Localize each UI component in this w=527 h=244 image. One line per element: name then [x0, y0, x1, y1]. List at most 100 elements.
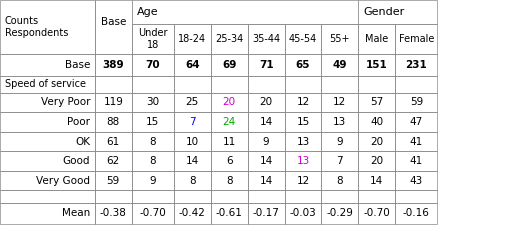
Bar	[395, 93, 437, 112]
Bar	[395, 112, 437, 132]
Text: 45-54: 45-54	[289, 34, 317, 44]
Bar	[211, 171, 248, 190]
Bar	[174, 76, 211, 93]
Bar	[0, 93, 95, 112]
Bar	[395, 203, 437, 224]
Text: Female: Female	[398, 34, 434, 44]
Bar	[132, 112, 174, 132]
Text: Good: Good	[63, 156, 90, 166]
Text: 41: 41	[409, 137, 423, 146]
Bar	[285, 93, 321, 112]
Bar	[358, 24, 395, 54]
Bar	[248, 76, 285, 93]
Text: Speed of service: Speed of service	[5, 79, 86, 89]
Bar	[0, 54, 95, 76]
Bar	[95, 0, 132, 54]
Bar	[174, 112, 211, 132]
Bar	[248, 203, 285, 224]
Bar	[285, 203, 321, 224]
Bar	[211, 171, 248, 190]
Bar	[285, 24, 321, 54]
Text: Very Good: Very Good	[36, 176, 90, 185]
Bar	[174, 203, 211, 224]
Text: Poor: Poor	[67, 117, 90, 127]
Bar	[321, 93, 358, 112]
Bar	[211, 151, 248, 171]
Bar	[132, 151, 174, 171]
Text: 64: 64	[185, 60, 200, 70]
Bar	[174, 76, 211, 93]
Bar	[174, 54, 211, 76]
Bar	[95, 93, 132, 112]
Bar	[285, 151, 321, 171]
Text: 13: 13	[333, 117, 347, 127]
Bar	[0, 76, 95, 93]
Bar	[358, 54, 395, 76]
Bar	[174, 190, 211, 203]
Bar	[285, 171, 321, 190]
Text: 14: 14	[186, 156, 199, 166]
Text: 8: 8	[150, 156, 156, 166]
Bar	[248, 54, 285, 76]
Bar	[358, 0, 437, 24]
Bar	[395, 54, 437, 76]
Bar	[211, 93, 248, 112]
Text: 57: 57	[370, 98, 384, 107]
Text: 13: 13	[296, 156, 310, 166]
Text: 24: 24	[222, 117, 236, 127]
Text: -0.42: -0.42	[179, 209, 206, 218]
Bar	[0, 0, 95, 54]
Bar	[395, 132, 437, 151]
Bar	[132, 76, 174, 93]
Text: 119: 119	[103, 98, 123, 107]
Text: 8: 8	[337, 176, 343, 185]
Text: 14: 14	[259, 117, 273, 127]
Text: 7: 7	[337, 156, 343, 166]
Bar	[248, 76, 285, 93]
Bar	[0, 132, 95, 151]
Bar	[358, 203, 395, 224]
Bar	[395, 24, 437, 54]
Bar	[0, 151, 95, 171]
Bar	[321, 190, 358, 203]
Bar	[248, 24, 285, 54]
Bar	[248, 112, 285, 132]
Text: 18-24: 18-24	[178, 34, 207, 44]
Bar	[132, 203, 174, 224]
Bar	[0, 190, 95, 203]
Bar	[358, 54, 395, 76]
Bar	[395, 190, 437, 203]
Bar	[358, 171, 395, 190]
Text: Age: Age	[137, 7, 159, 17]
Bar	[132, 171, 174, 190]
Bar	[132, 132, 174, 151]
Bar	[285, 151, 321, 171]
Text: 7: 7	[189, 117, 196, 127]
Text: 49: 49	[333, 60, 347, 70]
Bar	[395, 76, 437, 93]
Bar	[321, 76, 358, 93]
Bar	[95, 112, 132, 132]
Bar	[95, 93, 132, 112]
Bar	[321, 54, 358, 76]
Bar	[211, 132, 248, 151]
Bar	[132, 24, 174, 54]
Bar	[95, 54, 132, 76]
Bar	[211, 203, 248, 224]
Text: 35-44: 35-44	[252, 34, 280, 44]
Bar	[132, 24, 174, 54]
Bar	[395, 171, 437, 190]
Bar	[211, 151, 248, 171]
Bar	[0, 171, 95, 190]
Bar	[132, 132, 174, 151]
Bar	[95, 132, 132, 151]
Text: Base: Base	[65, 60, 90, 70]
Bar	[211, 112, 248, 132]
Text: 25-34: 25-34	[215, 34, 243, 44]
Bar	[285, 132, 321, 151]
Text: Very Poor: Very Poor	[41, 98, 90, 107]
Bar	[395, 203, 437, 224]
Text: 70: 70	[145, 60, 160, 70]
Text: 25: 25	[186, 98, 199, 107]
Text: -0.29: -0.29	[327, 209, 353, 218]
